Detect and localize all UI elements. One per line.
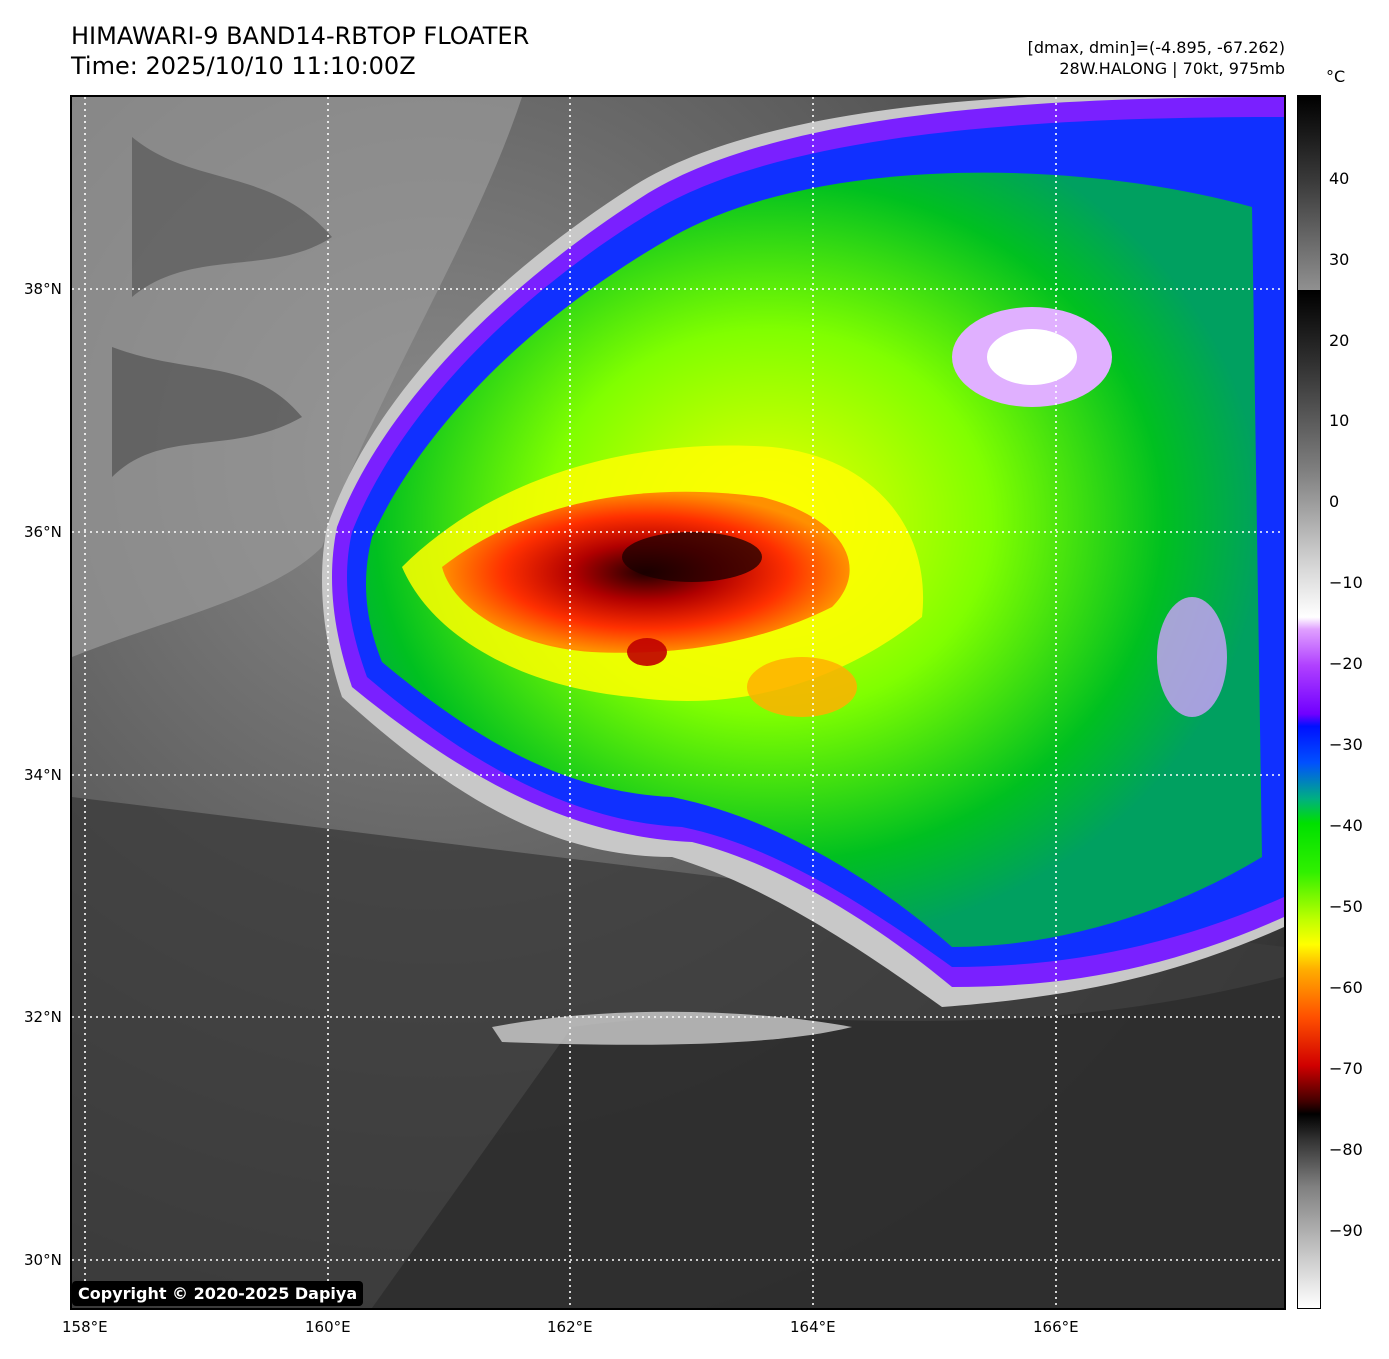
lat-label-32n: 32°N xyxy=(24,1008,62,1026)
colorbar xyxy=(1297,95,1321,1309)
stats-line: [dmax, dmin]=(-4.895, -67.262) xyxy=(1027,38,1285,57)
colorbar-tick: −50 xyxy=(1329,897,1363,916)
lat-label-34n: 34°N xyxy=(24,766,62,784)
colorbar-tick: −90 xyxy=(1329,1221,1363,1240)
satellite-image-svg xyxy=(72,97,1284,1308)
lon-label-162e: 162°E xyxy=(547,1318,593,1336)
lon-label-160e: 160°E xyxy=(305,1318,351,1336)
title-line-2: Time: 2025/10/10 11:10:00Z xyxy=(71,52,416,80)
colorbar-tick: 40 xyxy=(1329,169,1350,188)
colorbar-tick: −20 xyxy=(1329,654,1363,673)
colorbar-tick: −60 xyxy=(1329,978,1363,997)
lat-label-38n: 38°N xyxy=(24,280,62,298)
lon-label-166e: 166°E xyxy=(1033,1318,1079,1336)
copyright-badge: Copyright © 2020-2025 Dapiya xyxy=(72,1281,364,1306)
colorbar-tick: 20 xyxy=(1329,331,1350,350)
lon-label-158e: 158°E xyxy=(62,1318,108,1336)
title-line-1: HIMAWARI-9 BAND14-RBTOP FLOATER xyxy=(71,22,530,50)
colorbar-tick: 0 xyxy=(1329,492,1340,511)
satellite-image xyxy=(70,95,1286,1310)
colorbar-tick: 10 xyxy=(1329,411,1350,430)
colorbar-tick: −40 xyxy=(1329,816,1363,835)
colorbar-tick: 30 xyxy=(1329,250,1350,269)
colorbar-tick: −10 xyxy=(1329,573,1363,592)
lon-label-164e: 164°E xyxy=(790,1318,836,1336)
lat-label-30n: 30°N xyxy=(24,1251,62,1269)
colorbar-tick: −70 xyxy=(1329,1059,1363,1078)
colorbar-unit: °C xyxy=(1326,67,1346,86)
storm-line: 28W.HALONG | 70kt, 975mb xyxy=(1059,59,1285,78)
lat-label-36n: 36°N xyxy=(24,523,62,541)
colorbar-tick: −30 xyxy=(1329,735,1363,754)
colorbar-tick: −80 xyxy=(1329,1140,1363,1159)
